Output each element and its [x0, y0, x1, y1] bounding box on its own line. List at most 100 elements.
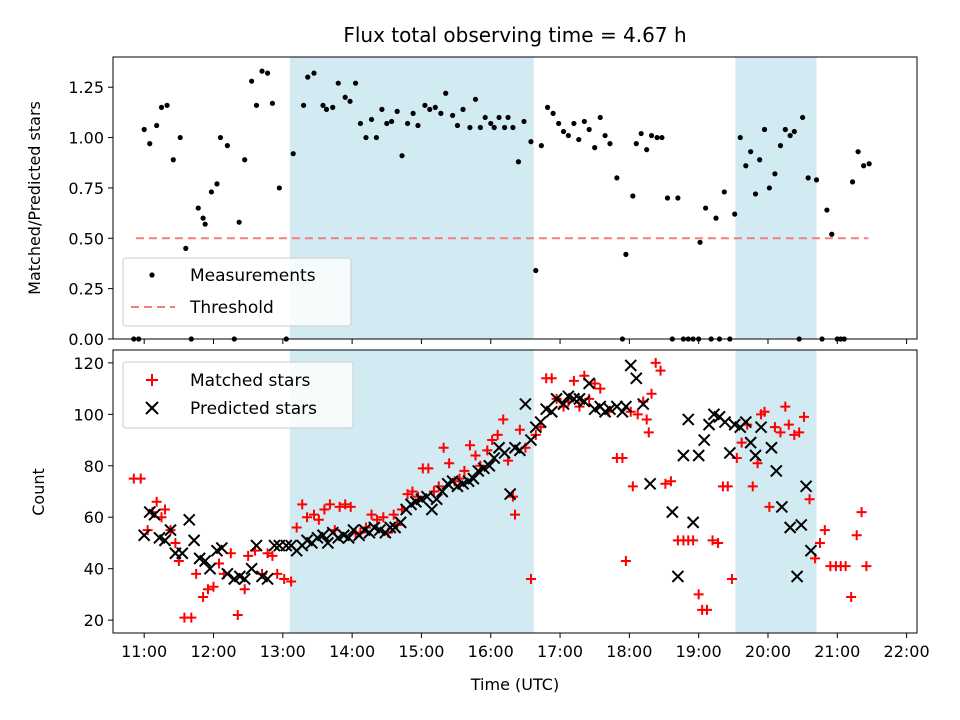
predicted-star-point	[603, 402, 617, 416]
x-tick-label: 13:00	[260, 642, 306, 661]
predicted-star-point	[754, 420, 768, 434]
measurement-point	[654, 134, 660, 141]
measurement-point	[602, 132, 608, 139]
measurement-point	[200, 215, 206, 221]
y-tick-label: 20	[84, 611, 104, 630]
measurement-point	[438, 110, 444, 116]
matched-star-point	[272, 568, 283, 579]
measurement-point	[177, 134, 183, 141]
measurement-point	[164, 102, 170, 108]
matched-star-point	[846, 591, 857, 602]
measurement-point	[732, 211, 738, 217]
predicted-star-point	[321, 536, 335, 550]
matched-star-point	[232, 609, 243, 620]
matched-star-point	[286, 576, 297, 587]
matched-star-point	[660, 478, 671, 489]
measurement-point	[170, 157, 176, 163]
predicted-star-point	[557, 397, 570, 411]
predicted-star-point	[567, 392, 581, 406]
measurement-point	[565, 132, 571, 139]
matched-star-point	[324, 499, 335, 510]
matched-star-point	[840, 561, 851, 572]
measurement-point	[829, 231, 835, 237]
measurement-point	[813, 177, 820, 183]
matched-star-point	[498, 414, 509, 425]
matched-star-point	[693, 589, 704, 600]
measurement-point	[482, 114, 488, 121]
predicted-star-point	[436, 485, 449, 498]
measurement-point	[571, 120, 577, 127]
x-tick-label: 12:00	[190, 642, 236, 661]
measurement-point	[752, 191, 759, 197]
measurement-point	[703, 205, 709, 211]
measurement-point	[659, 134, 665, 141]
measurement-point	[454, 122, 461, 129]
y-tick-label: 1.25	[68, 78, 104, 97]
measurement-point	[576, 136, 582, 143]
measurement-point	[861, 163, 867, 169]
matched-star-point	[135, 473, 146, 484]
measurement-point	[330, 104, 336, 110]
bottom-legend-box	[122, 361, 354, 429]
predicted-star-point	[183, 513, 196, 527]
predicted-star-point	[221, 567, 234, 581]
matched-star-point	[627, 481, 638, 492]
predicted-star-point	[698, 433, 711, 447]
matched-star-point	[407, 486, 418, 497]
matched-star-point	[423, 463, 434, 474]
measurement-point	[379, 106, 385, 112]
matched-star-point	[856, 507, 867, 518]
measurement-point	[515, 159, 522, 165]
measurement-point	[357, 120, 364, 127]
measurement-point	[214, 181, 220, 187]
predicted-star-point	[487, 451, 501, 465]
measurement-point	[502, 124, 508, 131]
measurement-point	[467, 124, 473, 131]
predicted-star-point	[723, 446, 737, 460]
measurement-point	[368, 116, 375, 123]
predicted-star-point	[420, 490, 434, 503]
matched-star-point	[159, 504, 170, 515]
predicted-star-point	[799, 480, 813, 493]
measurement-point	[276, 185, 282, 191]
matched-star-point	[707, 535, 718, 546]
predicted-star-point	[582, 377, 596, 390]
predicted-star-point	[677, 449, 690, 462]
measurement-point	[373, 134, 379, 141]
measurement-point	[352, 80, 359, 86]
matched-star-point	[191, 568, 202, 579]
measurement-point	[782, 126, 788, 133]
matched-star-point	[340, 499, 351, 510]
measurement-point	[264, 70, 271, 76]
measurement-point	[347, 98, 353, 104]
matched-star-point	[643, 427, 654, 438]
measurement-point	[384, 120, 390, 127]
matched-star-point	[470, 450, 481, 461]
matched-star-point	[525, 573, 536, 584]
matched-star-point	[492, 429, 503, 440]
matched-star-point	[780, 401, 791, 412]
measurement-point	[855, 149, 861, 155]
matched-star-point	[701, 604, 712, 615]
matched-star-point	[535, 422, 546, 433]
matched-star-point	[459, 465, 470, 476]
predicted-star-point	[550, 392, 563, 406]
measurement-point	[630, 193, 636, 199]
matched-star-point	[646, 388, 657, 399]
top-axis-ticks: 0.00 0.25 0.50 0.75 1.00 1.25	[68, 78, 908, 349]
top-panel: 0.00 0.25 0.50 0.75 1.00 1.25 Flux total obse…	[25, 23, 918, 349]
predicted-star-point	[198, 554, 212, 568]
matched-star-point	[794, 427, 805, 438]
predicted-star-point	[519, 397, 532, 411]
measurement-point	[510, 124, 516, 131]
matched-star-point	[814, 537, 825, 548]
matched-star-point	[151, 496, 162, 507]
predicted-star-point	[176, 547, 189, 560]
predicted-star-point	[739, 415, 753, 429]
measurement-point	[477, 124, 483, 131]
matched-star-point	[546, 373, 557, 384]
matched-star-point	[142, 525, 153, 536]
matched-star-point	[688, 535, 699, 546]
measurement-point	[236, 219, 242, 225]
y-tick-label: 60	[84, 508, 104, 527]
